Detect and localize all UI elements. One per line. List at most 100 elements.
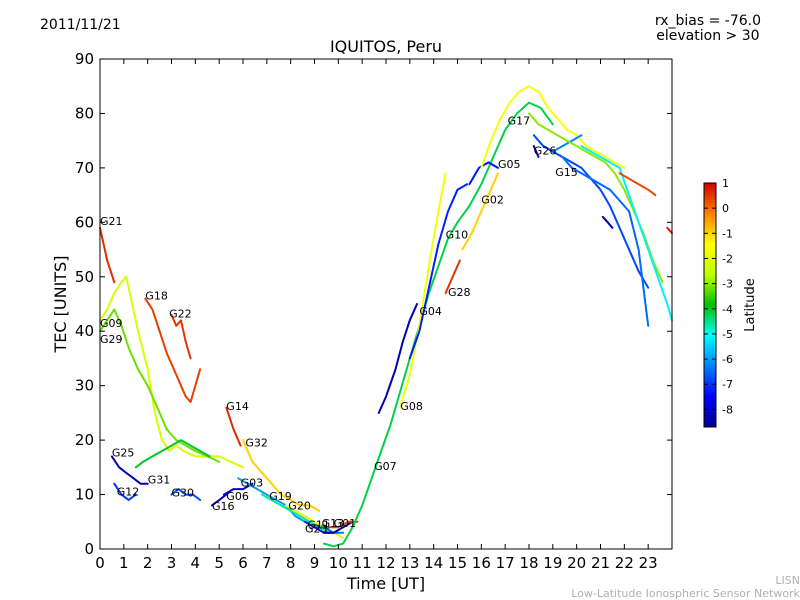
x-tick-label: 3 xyxy=(167,554,177,572)
y-tick-label: 40 xyxy=(75,322,94,340)
sat-label-g16: G16 xyxy=(212,500,235,513)
sat-label-g11: G11 xyxy=(307,518,330,531)
y-tick-label: 60 xyxy=(75,213,94,231)
x-tick-label: 5 xyxy=(214,554,224,572)
series-line-g31 xyxy=(134,439,211,469)
series-line-g04 xyxy=(377,303,418,414)
colorbar-label: Latitude xyxy=(743,278,758,332)
colorbar-tick-label: -5 xyxy=(722,328,733,341)
sat-label-g22: G22 xyxy=(169,308,192,321)
series-line-g05b xyxy=(580,145,673,322)
sat-label-g06: G06 xyxy=(226,490,249,503)
x-tick-label: 4 xyxy=(191,554,201,572)
series-line-g14 xyxy=(225,406,242,447)
y-axis-label: TEC [UNITS] xyxy=(51,256,70,354)
x-tick-label: 15 xyxy=(448,554,467,572)
series-line-g01 xyxy=(327,520,359,529)
sat-label-g18: G18 xyxy=(145,290,168,303)
sat-label-g30: G30 xyxy=(172,487,195,500)
sat-label-g15: G15 xyxy=(555,166,578,179)
x-tick-label: 19 xyxy=(543,554,562,572)
sat-label-g32: G32 xyxy=(245,437,268,450)
x-tick-label: 2 xyxy=(143,554,153,572)
series-line-g16 xyxy=(211,493,228,507)
colorbar-gradient xyxy=(703,182,717,428)
sat-label-g14: G14 xyxy=(226,400,249,413)
sat-label-g19: G19 xyxy=(269,490,292,503)
plot-frame xyxy=(99,58,673,550)
y-tick-label: 10 xyxy=(75,486,94,504)
sat-label-g08: G08 xyxy=(400,400,423,413)
sat-label-g29: G29 xyxy=(100,333,123,346)
sat-label-g03: G03 xyxy=(241,476,264,489)
series-line-g32 xyxy=(242,439,321,512)
sat-label-g13: G13 xyxy=(322,517,345,530)
x-tick-label: 21 xyxy=(591,554,610,572)
series-line-g10 xyxy=(408,183,468,360)
series-line-g15b xyxy=(532,134,650,289)
y-tick-label: 80 xyxy=(75,104,94,122)
series-line-g12 xyxy=(113,482,137,501)
colorbar-tick-label: -4 xyxy=(722,303,733,316)
x-tick-label: 1 xyxy=(119,554,129,572)
colorbar-ticks: 1 0 -1 -2 -3 -4 -5 -6 -7 -8 xyxy=(704,177,733,416)
series-line-g08 xyxy=(399,172,447,409)
y-tick-label: 50 xyxy=(75,268,94,286)
receiver-info: rx_bias = -76.0 elevation > 30 xyxy=(655,14,761,44)
series-line-g29 xyxy=(99,308,221,463)
colorbar-tick-label: -8 xyxy=(722,403,733,416)
sat-label-g21: G21 xyxy=(100,215,123,228)
sat-label-g31: G31 xyxy=(148,474,171,487)
footer-line1: LISN xyxy=(775,574,800,587)
sat-label-g02: G02 xyxy=(481,193,504,206)
x-axis-label: Time [UT] xyxy=(346,574,425,593)
elevation-label: elevation > 30 xyxy=(656,28,760,44)
y-tick-label: 20 xyxy=(75,431,94,449)
sat-label-g09: G09 xyxy=(100,317,123,330)
x-axis: 0 1 2 3 4 5 6 7 8 9 10 11 12 13 14 15 16 17 18 19 20 21 22 23 xyxy=(95,59,658,572)
colorbar-tick-label: -7 xyxy=(722,378,733,391)
colorbar-tick-label: -3 xyxy=(722,278,733,291)
footer: LISN Low-Latitude Ionospheric Sensor Net… xyxy=(571,574,800,600)
y-axis: 0 10 20 30 40 50 60 70 80 90 xyxy=(75,50,672,558)
sat-label-g25: G25 xyxy=(112,446,135,459)
x-tick-label: 23 xyxy=(639,554,658,572)
rx-bias-label: rx_bias = -76.0 xyxy=(654,13,761,29)
series-line-g30 xyxy=(170,488,202,501)
footer-line2: Low-Latitude Ionospheric Sensor Network xyxy=(571,587,800,600)
series-line-g13 xyxy=(323,520,354,534)
series-line-g02 xyxy=(461,172,499,251)
x-tick-label: 17 xyxy=(496,554,515,572)
sat-label-g26: G26 xyxy=(534,144,557,157)
sat-label-g05: G05 xyxy=(498,158,521,171)
series-line-g15c xyxy=(618,172,657,197)
x-tick-label: 12 xyxy=(376,554,395,572)
sat-label-g10: G10 xyxy=(446,229,469,242)
sat-label-g20: G20 xyxy=(288,499,311,512)
series-line-g25 xyxy=(110,455,149,485)
x-tick-label: 13 xyxy=(400,554,419,572)
sat-label-g07: G07 xyxy=(374,460,397,473)
sat-label-g01: G01 xyxy=(334,517,357,530)
y-tick-label: 30 xyxy=(75,377,94,395)
colorbar: 1 0 -1 -2 -3 -4 -5 -6 -7 -8 Latitude xyxy=(703,177,758,428)
x-tick-label: 11 xyxy=(353,554,372,572)
y-tick-label: 0 xyxy=(84,540,94,558)
series-line-g19b xyxy=(601,215,614,229)
series-line-g09 xyxy=(99,275,244,469)
series-line-g17 xyxy=(480,85,626,169)
x-tick-label: 10 xyxy=(329,554,348,572)
x-tick-label: 22 xyxy=(615,554,634,572)
x-tick-label: 14 xyxy=(424,554,443,572)
x-tick-label: 18 xyxy=(519,554,538,572)
sat-label-g04: G04 xyxy=(419,305,442,318)
series-line-g21 xyxy=(99,226,116,284)
series-line-g19 xyxy=(261,493,340,534)
sat-label-g17: G17 xyxy=(508,114,531,127)
series-line-g28 xyxy=(444,259,461,295)
series-line-g17b xyxy=(528,112,664,284)
series-line-g05 xyxy=(468,161,499,186)
sat-label-g23: G23 xyxy=(305,523,328,536)
colorbar-tick-label: 0 xyxy=(722,202,729,215)
